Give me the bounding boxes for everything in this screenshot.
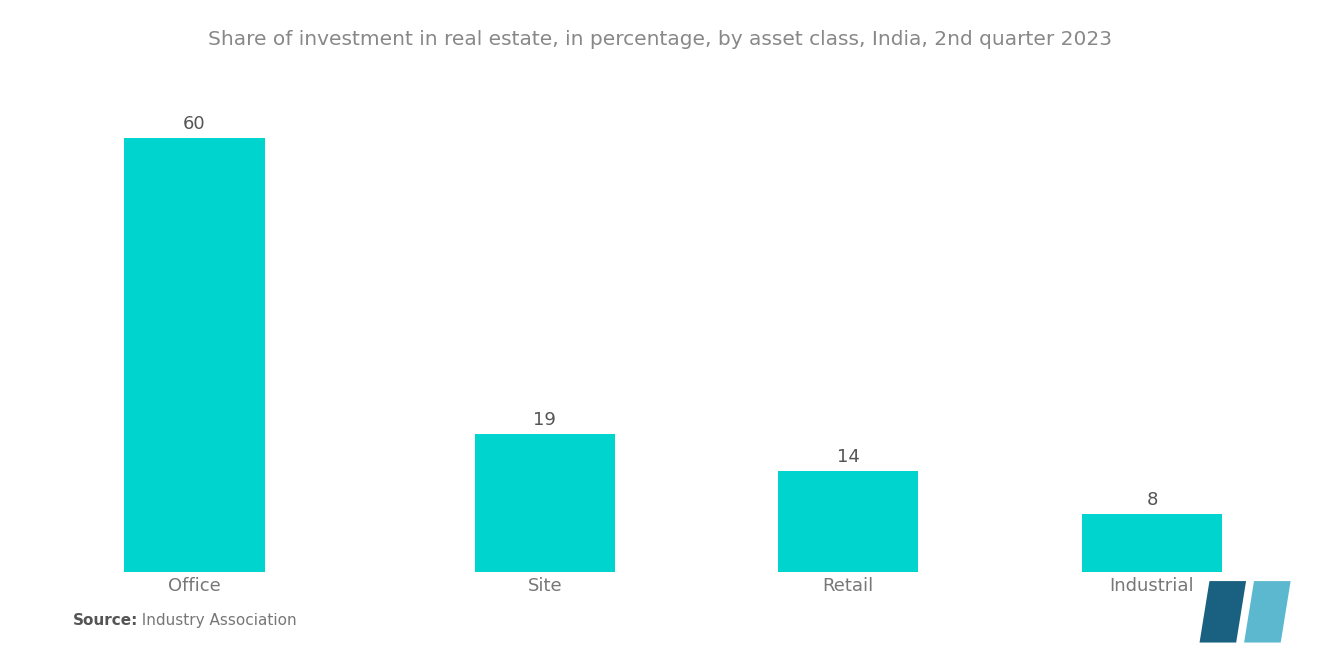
Text: Industry Association: Industry Association bbox=[132, 613, 297, 628]
Text: Source:: Source: bbox=[73, 613, 139, 628]
Polygon shape bbox=[1243, 581, 1291, 642]
Text: 8: 8 bbox=[1146, 491, 1158, 509]
Bar bbox=[475, 434, 615, 572]
Polygon shape bbox=[1200, 581, 1246, 642]
Text: 19: 19 bbox=[533, 412, 556, 430]
Bar bbox=[1082, 514, 1222, 572]
Text: Share of investment in real estate, in percentage, by asset class, India, 2nd qu: Share of investment in real estate, in p… bbox=[209, 30, 1111, 49]
Text: 60: 60 bbox=[183, 114, 206, 132]
Bar bbox=[124, 138, 264, 572]
Text: 14: 14 bbox=[837, 448, 859, 465]
Bar bbox=[779, 471, 919, 572]
